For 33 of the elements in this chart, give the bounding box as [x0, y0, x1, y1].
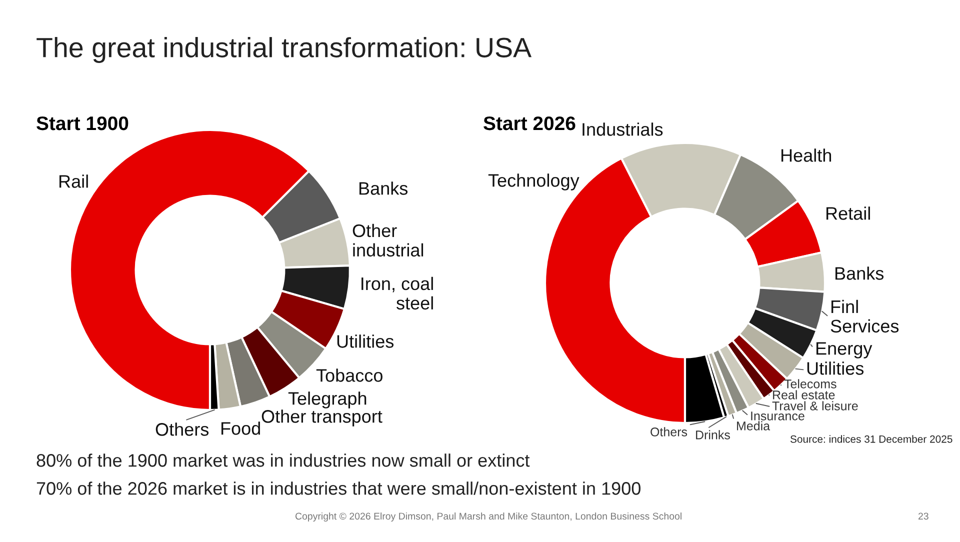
- slice-label: Energy: [816, 342, 872, 358]
- slice-label: Travel & leisure: [772, 401, 858, 410]
- slice-label: Technology: [488, 174, 580, 190]
- source-note: Source: indices 31 December 2025: [790, 435, 952, 443]
- text: 23: [918, 512, 928, 520]
- slice-label: Real estate: [773, 390, 835, 400]
- text: Copyright © 2026 Elroy Dimson, Paul Marsh and Mike Staunton, London Business School: [295, 512, 682, 522]
- slice-label: Insurance: [751, 412, 804, 420]
- slice-label: Banks: [359, 182, 408, 195]
- slice-label: Industrials: [582, 122, 663, 136]
- text: 80% of the 1900 market was in industries now small or extinct: [36, 454, 530, 467]
- slice-label: Drinks: [696, 430, 730, 440]
- slice-label: Telecoms: [784, 379, 836, 388]
- chart-title: Start 1900: [36, 116, 128, 130]
- slice-label: Banks: [835, 266, 884, 280]
- slice-label: Tobacco: [316, 368, 382, 382]
- slice-label: Food: [221, 422, 260, 435]
- slice-label: Utilities: [337, 334, 394, 348]
- chart-title: Start 2026: [484, 116, 576, 130]
- slice-label: Health: [781, 148, 832, 162]
- slice-label: Iron, coal steel: [362, 276, 433, 310]
- slice-label: Other transport: [262, 410, 382, 426]
- slice-label: Retail: [826, 206, 870, 220]
- slice-label: Other industrial: [352, 224, 424, 257]
- slice-label: Utilities: [807, 362, 864, 375]
- slice-label: Others: [156, 422, 209, 436]
- slice-label: Telegraph: [288, 392, 366, 408]
- slice-label: Finl Services: [830, 300, 899, 333]
- slice-label: Media: [737, 421, 770, 430]
- text: The great industrial transformation: USA: [36, 37, 532, 63]
- slice-label: Rail: [59, 174, 88, 188]
- slice-label: Others: [650, 427, 688, 436]
- text: 70% of the 2026 market is in industries that were small/non-existent in 1900: [36, 482, 640, 495]
